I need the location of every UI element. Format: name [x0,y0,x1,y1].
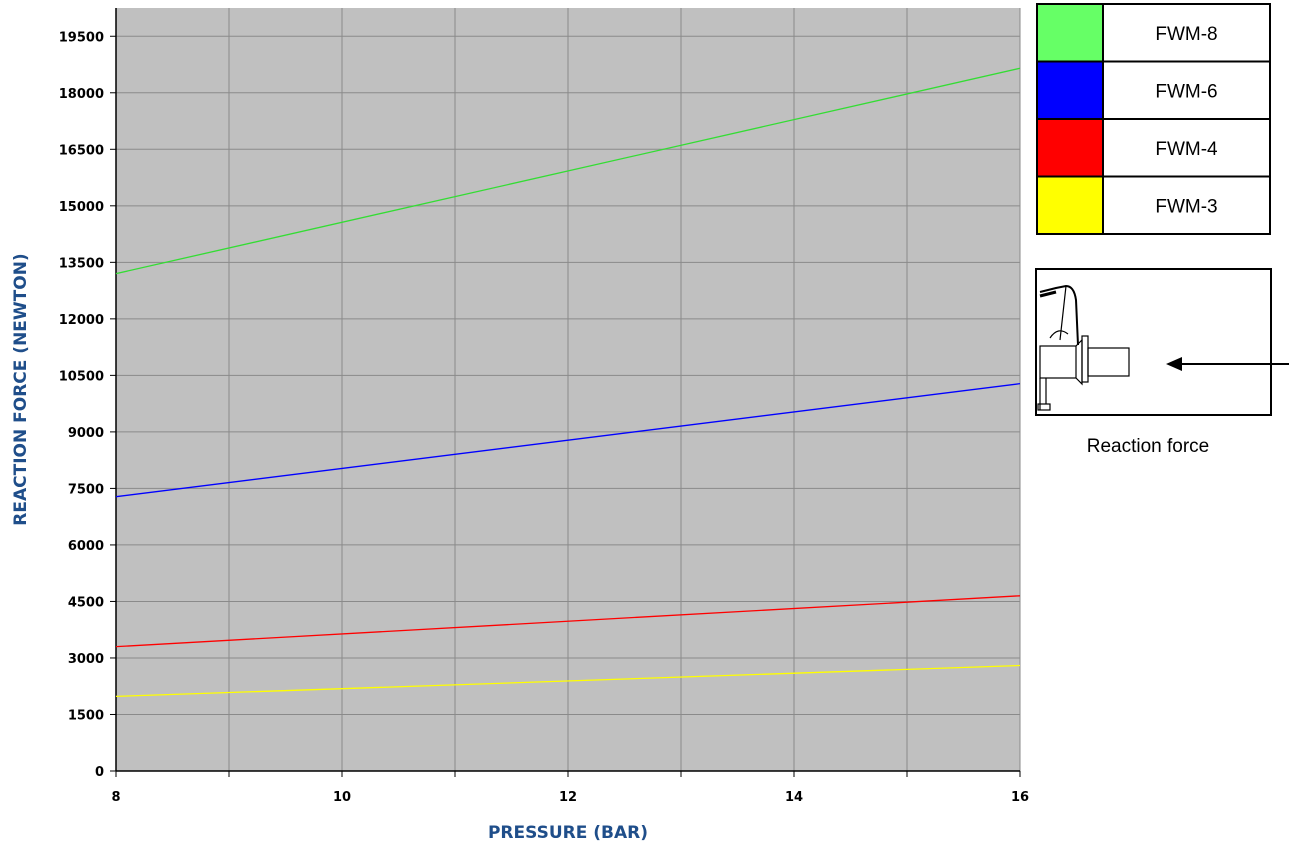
x-tick-label: 14 [785,790,803,805]
y-axis-title: REACTION FORCE (NEWTON) [11,253,31,525]
legend-cell [1102,118,1271,178]
x-tick-label: 12 [559,790,577,805]
y-tick-label: 16500 [59,143,104,158]
legend-swatch [1036,3,1104,63]
y-tick-label: 15000 [59,200,104,215]
tick-labels: 0 1500 3000 4500 6000 7500 9000 10500 12000 13500… [59,30,1029,805]
legend-label: FWM-8 [1155,24,1217,45]
series-line-fwm-6 [115,383,1021,498]
inset-frame [1035,268,1272,416]
legend-swatch [1036,118,1104,178]
y-tick-label: 1500 [68,708,104,723]
force-arrow-icon [1166,357,1289,371]
y-tick-label: 9000 [68,426,104,441]
legend-swatch [1036,175,1104,235]
x-tick-label: 8 [111,790,120,805]
reaction-force-inset [1035,268,1289,416]
y-tick-label: 6000 [68,539,104,554]
y-tick-label: 3000 [68,652,104,667]
legend-label: FWM-3 [1155,196,1217,217]
inset-caption: Reaction force [1087,436,1210,457]
nozzle-icon [1037,284,1130,411]
y-tick-label: 18000 [59,87,104,102]
legend-label: FWM-6 [1155,81,1217,102]
y-tick-label: 10500 [59,369,104,384]
y-tick-label: 13500 [59,256,104,271]
axes [110,8,1021,777]
series-lines [115,67,1021,698]
legend: FWM-8 FWM-6 FWM-4 FWM-3 [1036,3,1271,235]
series-line-fwm-4 [115,595,1021,648]
y-tick-label: 19500 [59,30,104,45]
x-axis-title: PRESSURE (BAR) [488,823,648,843]
legend-cell [1102,60,1271,120]
legend-cell [1102,175,1271,235]
legend-swatch [1036,60,1104,120]
legend-label: FWM-4 [1155,139,1218,160]
legend-cell [1102,3,1271,63]
y-tick-label: 12000 [59,313,104,328]
x-tick-label: 16 [1011,790,1029,805]
x-tick-label: 10 [333,790,351,805]
series-line-fwm-8 [115,67,1021,275]
series-line-fwm-3 [115,664,1021,698]
y-tick-label: 0 [95,765,104,780]
y-tick-label: 7500 [68,482,104,497]
y-tick-label: 4500 [68,595,104,610]
